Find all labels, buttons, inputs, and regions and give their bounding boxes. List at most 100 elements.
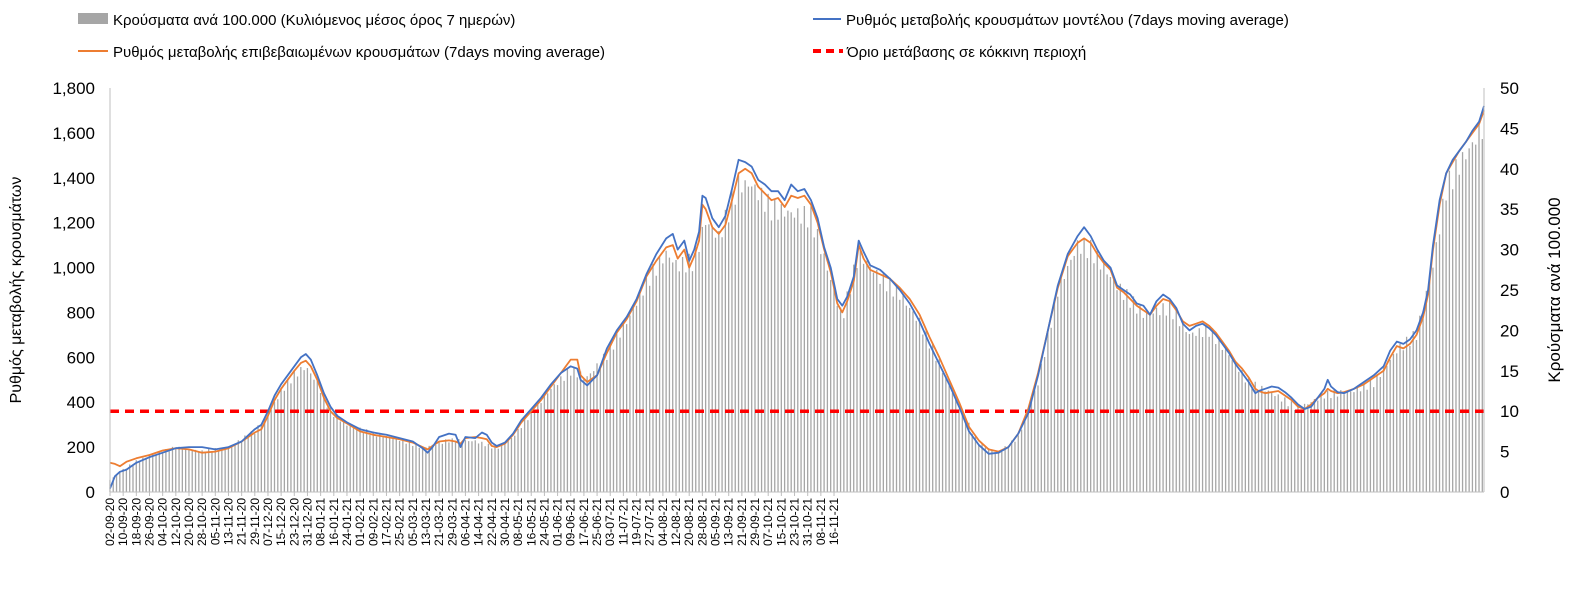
bar <box>751 186 753 493</box>
y-tick-right: 5 <box>1500 443 1509 462</box>
x-tick-label: 10-09-20 <box>116 498 130 546</box>
bar <box>537 401 539 492</box>
bar <box>839 307 842 492</box>
bar <box>231 445 233 492</box>
bar <box>625 324 628 492</box>
bar <box>797 208 799 492</box>
bar <box>132 464 134 492</box>
bar <box>958 409 960 492</box>
bar <box>395 437 397 492</box>
bar <box>1185 332 1187 492</box>
bar <box>741 192 743 492</box>
x-tick-label: 09-06-21 <box>564 498 578 546</box>
x-tick-label: 16-05-21 <box>524 498 538 546</box>
bar <box>1172 319 1174 492</box>
bar <box>1300 409 1302 492</box>
y-tick-right: 30 <box>1500 241 1519 260</box>
bar <box>918 317 921 492</box>
bar <box>767 193 769 492</box>
bar <box>1369 379 1372 492</box>
bar <box>402 438 404 492</box>
bar <box>260 425 262 492</box>
bar <box>793 217 796 492</box>
bar <box>1043 357 1046 492</box>
bar <box>148 455 151 492</box>
bar <box>1340 390 1342 492</box>
bar <box>1083 238 1085 492</box>
bar <box>1333 389 1335 492</box>
bar <box>461 441 463 492</box>
bar <box>1224 348 1227 492</box>
bar <box>165 449 167 492</box>
bar <box>843 318 845 492</box>
bar <box>191 450 193 492</box>
bar <box>728 222 730 492</box>
bar <box>1317 400 1319 492</box>
bar <box>1396 353 1398 492</box>
bar <box>994 452 996 492</box>
bar <box>701 226 703 492</box>
bar <box>997 452 1000 492</box>
bar <box>293 370 295 492</box>
bar <box>1481 139 1483 492</box>
bar <box>352 426 355 492</box>
bar <box>586 376 588 492</box>
x-tick-label: 21-03-21 <box>432 498 446 546</box>
bar <box>1090 239 1092 492</box>
bar <box>1076 240 1079 492</box>
bar <box>392 438 394 492</box>
x-tick-label: 06-04-21 <box>458 498 472 546</box>
x-tick-label: 05-03-21 <box>406 498 420 546</box>
bar <box>1442 198 1444 493</box>
bar <box>1231 360 1233 492</box>
bar <box>780 204 782 492</box>
bar <box>1290 401 1293 492</box>
bar <box>1011 440 1013 492</box>
bar <box>1359 391 1362 492</box>
bar <box>971 433 973 492</box>
bar <box>1241 369 1243 492</box>
bar <box>550 388 552 492</box>
bar <box>672 262 674 492</box>
bar <box>1438 234 1441 493</box>
bar <box>158 451 160 492</box>
y-tick-right: 45 <box>1500 119 1519 138</box>
bar <box>760 187 763 492</box>
bar <box>1070 259 1072 492</box>
bar <box>932 343 934 492</box>
bar <box>1307 404 1309 492</box>
bar <box>681 256 684 492</box>
legend-threshold-label: Όριο μετάβασης σε κόκκινη περιοχή <box>846 44 1086 61</box>
bar <box>217 450 220 492</box>
bar <box>675 259 677 492</box>
bar <box>612 349 615 492</box>
bar <box>379 433 381 492</box>
bar <box>517 429 519 492</box>
bar <box>1152 313 1154 492</box>
x-tick-label: 16-11-21 <box>827 498 841 545</box>
bar <box>724 209 727 492</box>
bar <box>882 273 884 492</box>
y-tick-left: 1,000 <box>52 259 95 278</box>
bar <box>247 437 249 492</box>
bar <box>1412 331 1414 492</box>
bar <box>1198 328 1200 492</box>
bar <box>974 435 977 492</box>
x-tick-label: 16-01-21 <box>327 498 341 546</box>
bar <box>1353 392 1355 492</box>
bar <box>339 421 341 492</box>
bar <box>695 247 697 492</box>
bar <box>639 289 641 492</box>
bar <box>306 368 309 492</box>
bar <box>892 296 894 492</box>
bar <box>1271 392 1273 492</box>
bar <box>365 429 368 492</box>
bar <box>589 373 592 492</box>
bar <box>1294 409 1296 492</box>
bar <box>540 403 542 492</box>
bar <box>1366 389 1368 492</box>
bar <box>862 263 865 492</box>
x-tick-label: 01-02-21 <box>353 498 367 546</box>
bar <box>1060 277 1062 492</box>
bar <box>1169 300 1171 492</box>
